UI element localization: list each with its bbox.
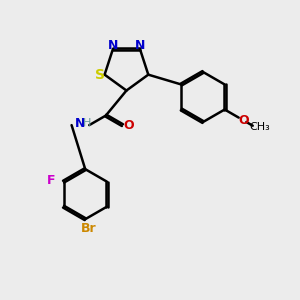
Text: N: N	[108, 39, 118, 52]
Text: O: O	[124, 118, 134, 132]
Text: N: N	[135, 39, 145, 52]
Text: H: H	[83, 118, 91, 128]
Text: O: O	[238, 114, 249, 127]
Text: CH₃: CH₃	[250, 122, 270, 133]
Text: S: S	[95, 68, 105, 82]
Text: Br: Br	[81, 221, 97, 235]
Text: N: N	[75, 117, 85, 130]
Text: F: F	[47, 174, 56, 187]
